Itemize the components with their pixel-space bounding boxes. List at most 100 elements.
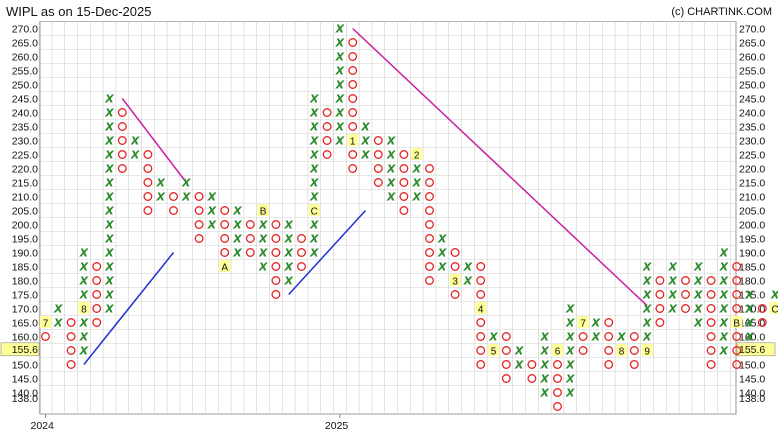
y-tick-label: 180.0 — [12, 276, 38, 288]
y-tick-label: 220.0 — [12, 164, 38, 176]
o-mark — [476, 332, 486, 341]
y-tick-label: 265.0 — [739, 38, 765, 50]
month-box — [769, 302, 778, 314]
month-box — [347, 134, 359, 146]
x-mark: X — [565, 387, 575, 400]
x-mark: X — [335, 23, 345, 36]
y-tick-label: 230.0 — [12, 136, 38, 148]
x-mark: X — [104, 149, 114, 162]
x-mark: X — [411, 177, 421, 190]
x-mark: X — [642, 261, 652, 274]
x-mark: X — [693, 289, 703, 302]
o-mark — [757, 318, 767, 327]
o-mark — [757, 304, 767, 313]
y-tick-label: 265.0 — [12, 38, 38, 50]
o-mark — [271, 276, 281, 285]
x-mark: X — [335, 107, 345, 120]
o-mark — [92, 262, 102, 271]
y-tick-label: 245.0 — [739, 94, 765, 106]
month-box — [641, 344, 653, 356]
chart-credit: (c) CHARTINK.COM — [671, 6, 772, 18]
x-mark: X — [514, 359, 524, 372]
o-mark — [706, 346, 716, 355]
month-marker: 1 — [350, 137, 356, 148]
chart-title: WIPL as on 15-Dec-2025 — [6, 4, 151, 19]
x-mark: X — [565, 303, 575, 316]
x-mark: X — [693, 275, 703, 288]
month-box — [731, 316, 743, 328]
y-tick-label: 205.0 — [739, 206, 765, 218]
o-mark — [706, 360, 716, 369]
month-marker: B — [733, 319, 740, 330]
o-mark — [348, 94, 358, 103]
x-mark: X — [104, 247, 114, 260]
o-mark — [553, 374, 562, 383]
y-tick-label: 140.0 — [12, 388, 38, 400]
x-mark: X — [335, 121, 345, 134]
month-box — [308, 204, 320, 216]
x-mark: X — [309, 191, 319, 204]
y-tick-label: 150.0 — [12, 360, 38, 372]
x-mark: X — [53, 303, 63, 316]
o-mark — [681, 290, 690, 299]
o-mark — [399, 206, 409, 215]
x-mark: X — [693, 261, 703, 274]
o-mark — [348, 80, 358, 89]
y-tick-label: 145.0 — [12, 374, 38, 386]
o-mark — [732, 276, 742, 285]
o-mark — [425, 164, 434, 173]
y-tick-label: 195.0 — [12, 234, 38, 246]
y-tick-label: 255.0 — [739, 66, 765, 78]
y-tick-label: 250.0 — [12, 80, 38, 92]
o-mark — [348, 150, 358, 159]
o-mark — [732, 346, 742, 355]
y-tick-label: 185.0 — [12, 262, 38, 274]
last-price-tag-left — [0, 342, 40, 357]
y-tick-label: 200.0 — [12, 220, 38, 232]
month-box — [78, 302, 90, 314]
o-mark — [92, 276, 102, 285]
x-mark: X — [79, 275, 89, 288]
x-mark: X — [309, 219, 319, 232]
o-mark — [373, 136, 383, 145]
x-mark: X — [770, 289, 778, 302]
month-marker: 6 — [555, 347, 561, 358]
o-mark — [373, 178, 383, 187]
x-mark: X — [309, 121, 319, 134]
x-mark: X — [642, 331, 652, 344]
o-mark — [271, 220, 281, 229]
month-box — [411, 148, 423, 160]
y-tick-label: 175.0 — [12, 290, 38, 302]
x-mark: X — [181, 177, 191, 190]
x-mark: X — [232, 219, 242, 232]
o-mark — [117, 150, 127, 159]
x-mark: X — [565, 359, 575, 372]
x-mark: X — [386, 163, 396, 176]
o-mark — [348, 38, 358, 47]
x-mark: X — [539, 331, 549, 344]
x-mark: X — [719, 261, 729, 274]
y-tick-label: 215.0 — [739, 178, 765, 190]
x-mark: X — [437, 233, 447, 246]
month-marker: 7 — [580, 319, 586, 330]
x-mark: X — [386, 149, 396, 162]
o-mark — [220, 248, 230, 257]
x-mark: X — [719, 345, 729, 358]
o-mark — [732, 332, 742, 341]
o-mark — [271, 290, 281, 299]
o-mark — [450, 248, 460, 257]
x-mark: X — [309, 233, 319, 246]
o-mark — [501, 360, 511, 369]
o-mark — [194, 206, 204, 215]
x-mark: X — [335, 37, 345, 50]
o-mark — [681, 276, 690, 285]
o-mark — [604, 360, 614, 369]
o-mark — [425, 192, 434, 201]
x-mark: X — [360, 121, 370, 134]
x-mark: X — [360, 135, 370, 148]
grid-layer — [38, 21, 737, 415]
month-marker: 2 — [414, 151, 420, 162]
o-mark — [66, 346, 76, 355]
